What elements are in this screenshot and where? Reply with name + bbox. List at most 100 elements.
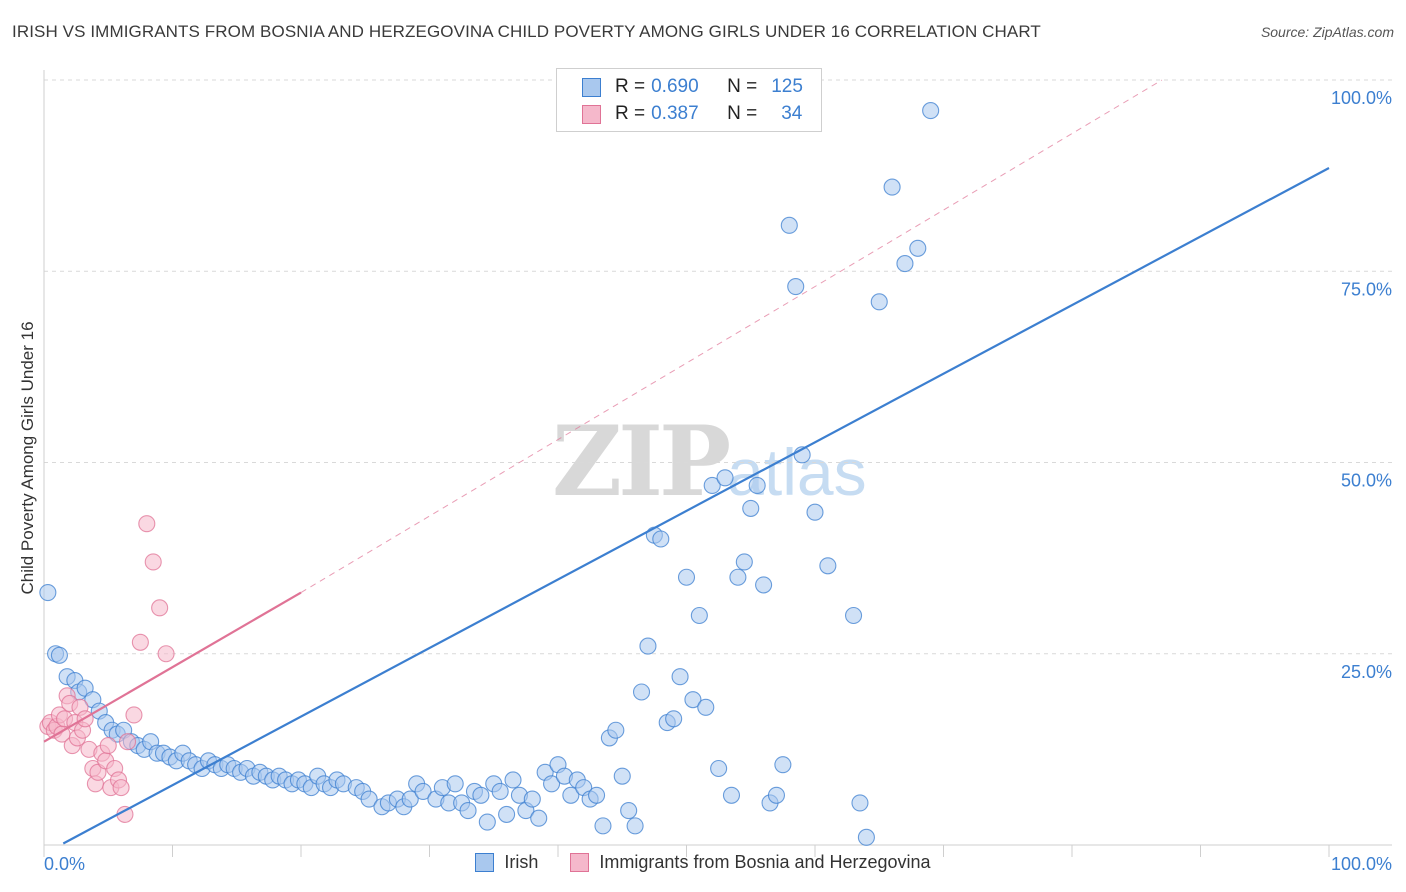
irish-point [677,568,696,586]
legend-item-bosnia[interactable]: Immigrants from Bosnia and Herzegovina [570,852,931,873]
irish-point [446,775,464,793]
y-tick-label: 100.0% [1331,88,1392,108]
irish-point [909,239,927,257]
bosnia-r-label: R = [615,103,646,124]
grid-lines [44,79,1392,655]
irish-r-value: 0.690 [651,76,699,97]
irish-point [632,683,651,701]
chart-title: IRISH VS IMMIGRANTS FROM BOSNIA AND HERZ… [12,22,1041,41]
irish-point [851,794,869,812]
irish-point [774,756,792,774]
irish-point [780,216,798,234]
bosnia-point [138,515,156,533]
irish-trend-line [62,167,1330,845]
bosnia-point [151,599,169,617]
irish-point [472,786,490,804]
irish-point [684,691,702,709]
irish-point [922,102,940,120]
irish-point [767,786,786,804]
bosnia-point [144,553,162,571]
irish-point [710,759,728,778]
irish-point [613,767,631,785]
irish-point [787,277,805,296]
y-tick-label: 25.0% [1341,662,1392,682]
irish-point [703,476,721,495]
irish-point [587,786,606,804]
axis-ticks [43,70,1392,857]
x-tick-label-min: 0.0% [44,854,85,874]
legend-item-irish[interactable]: Irish [475,852,538,873]
irish-point [562,786,580,804]
trend-lines [43,79,1330,845]
bosnia-point [157,645,175,663]
irish-legend-label: Irish [504,852,539,872]
irish-point [806,503,824,521]
series-legend: Irish Immigrants from Bosnia and Herzego… [0,852,1406,873]
irish-point [735,553,753,571]
irish-point [857,828,875,846]
irish-point [594,817,612,835]
bosnia-point [125,706,143,724]
irish-point [652,530,670,548]
bosnia-legend-label: Immigrants from Bosnia and Herzegovina [599,852,931,872]
irish-point [883,178,901,196]
irish-point [722,786,741,804]
legend-row-irish: R = 0.690 N = 125 [582,74,803,100]
bosnia-n-value: 34 [781,103,803,124]
correlation-legend: R = 0.690 N = 125 R = 0.387 N = 34 [556,68,822,132]
x-tick-label-max: 100.0% [1331,854,1392,874]
irish-point [896,255,914,273]
irish-point [620,802,638,820]
data-points [39,102,940,846]
irish-swatch [582,77,601,97]
irish-point [755,576,773,594]
bosnia-point [118,733,137,751]
irish-point [504,771,522,789]
watermark: ZIPatlas [552,405,867,518]
irish-point [523,790,541,808]
y-tick-label: 75.0% [1341,279,1392,299]
irish-n-value: 125 [771,76,803,97]
y-tick-label: 50.0% [1341,471,1392,491]
bosnia-legend-swatch [570,853,590,872]
irish-point [671,668,689,686]
bosnia-point [131,633,149,651]
irish-point [819,557,837,575]
irish-point [401,790,419,808]
irish-point [690,606,708,625]
irish-point [626,817,644,835]
bosnia-point [112,779,130,797]
bosnia-point [99,736,117,755]
irish-point [716,469,734,487]
irish-point [50,646,68,664]
bosnia-trend-line [43,591,302,743]
watermark-zip: ZIP [552,405,731,518]
irish-point [607,721,625,739]
bosnia-n-label: N = [727,103,758,124]
tick-labels: 25.0% 50.0% 75.0% 100.0% 0.0% 100.0% [44,88,1392,874]
irish-point [543,775,561,793]
irish-point [39,583,57,602]
irish-point [491,782,509,801]
bosnia-r-value: 0.387 [651,103,699,124]
bosnia-trend-extension [300,79,1163,593]
irish-point [459,802,477,820]
irish-point [478,813,496,831]
irish-point [870,293,888,311]
irish-point [530,809,548,827]
irish-legend-swatch [475,853,495,872]
watermark-atlas: atlas [727,435,867,509]
y-axis-label: Child Poverty Among Girls Under 16 [18,321,37,595]
irish-point [697,698,715,716]
legend-row-bosnia: R = 0.387 N = 34 [582,101,802,127]
irish-point [498,805,516,823]
irish-point [748,476,766,495]
irish-point [665,710,683,728]
irish-point [639,637,657,655]
irish-point [844,606,863,625]
irish-point [414,782,432,801]
irish-n-label: N = [727,76,758,97]
irish-r-label: R = [615,76,646,97]
irish-point [360,790,378,808]
